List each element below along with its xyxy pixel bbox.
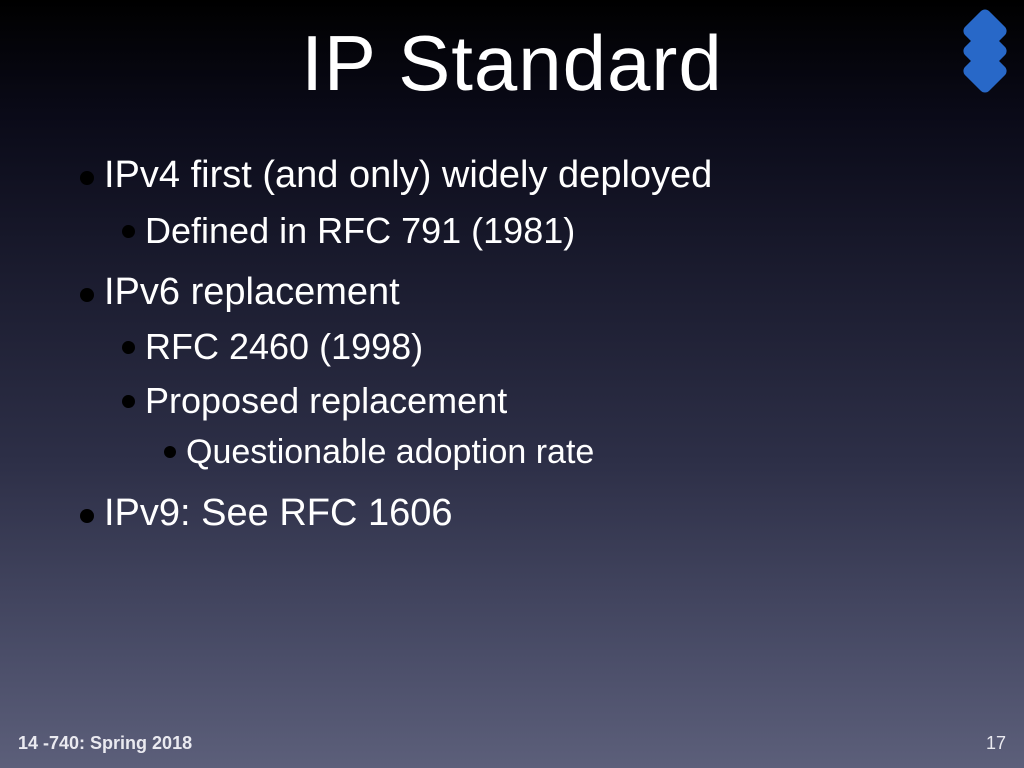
bullet-text: Proposed replacement xyxy=(145,379,507,422)
bullet-level2: Proposed replacement xyxy=(122,379,944,422)
bullet-level3: Questionable adoption rate xyxy=(164,432,944,473)
logo-icon xyxy=(968,14,1002,74)
bullet-dot-icon xyxy=(80,509,94,523)
bullet-text: IPv6 replacement xyxy=(104,270,400,316)
slide-title: IP Standard xyxy=(0,0,1024,109)
bullet-text: Questionable adoption rate xyxy=(186,432,594,473)
footer-course: 14 -740: Spring 2018 xyxy=(18,733,192,754)
bullet-level2: RFC 2460 (1998) xyxy=(122,325,944,368)
bullet-level1: IPv6 replacement xyxy=(80,270,944,316)
bullet-dot-icon xyxy=(164,446,176,458)
bullet-level1: IPv9: See RFC 1606 xyxy=(80,491,944,537)
bullet-level1: IPv4 first (and only) widely deployed xyxy=(80,153,944,199)
bullet-dot-icon xyxy=(122,225,135,238)
bullet-dot-icon xyxy=(122,341,135,354)
bullet-text: Defined in RFC 791 (1981) xyxy=(145,209,575,252)
page-number: 17 xyxy=(986,733,1006,754)
bullet-dot-icon xyxy=(80,288,94,302)
bullet-text: IPv9: See RFC 1606 xyxy=(104,491,453,537)
bullet-text: IPv4 first (and only) widely deployed xyxy=(104,153,712,199)
slide-body: IPv4 first (and only) widely deployed De… xyxy=(0,109,1024,536)
bullet-text: RFC 2460 (1998) xyxy=(145,325,423,368)
bullet-dot-icon xyxy=(80,171,94,185)
bullet-level2: Defined in RFC 791 (1981) xyxy=(122,209,944,252)
bullet-dot-icon xyxy=(122,395,135,408)
